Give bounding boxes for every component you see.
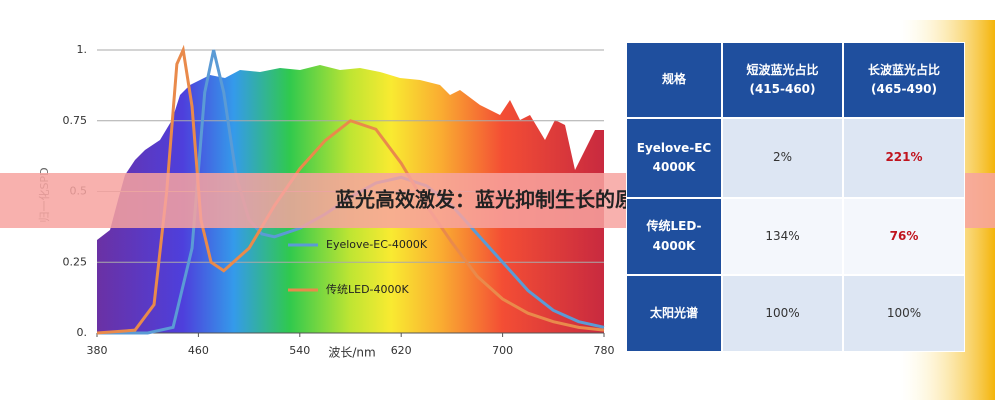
x-tick-label: 460 [188, 344, 209, 357]
y-tick-label: 1. [77, 43, 88, 56]
table: 规格 短波蓝光占比 (415-460) 长波蓝光占比 (465-490) Eyelove-… [626, 42, 965, 352]
y-tick-label: 0.75 [63, 114, 88, 127]
cell-text: 134% [765, 228, 800, 243]
header-text: 规格 [661, 72, 686, 87]
x-axis-label: 波长/nm [328, 346, 375, 360]
cell-text: 221% [885, 150, 923, 165]
cell-text: 太阳光谱 [649, 305, 698, 320]
table-cell: 134% [722, 198, 843, 275]
banner-title: 蓝光高效激发：蓝光抑制生长的原因 [335, 188, 655, 212]
header-text: 短波蓝光占比 [746, 62, 819, 77]
y-tick-label: 0.25 [63, 255, 88, 268]
header-cell: 长波蓝光占比 (465-490) [843, 42, 965, 118]
cell-text: 76% [889, 228, 919, 243]
header-text: 长波蓝光占比 [867, 62, 940, 77]
x-tick-label: 700 [492, 344, 513, 357]
table-cell: 100% [722, 275, 843, 352]
table-cell: 100% [843, 275, 965, 352]
cell-text: 2% [772, 150, 793, 165]
cell-text: 传统LED-4000K [646, 219, 702, 253]
row-header-cell: 传统LED-4000K [626, 198, 722, 275]
cell-text: 100% [765, 305, 800, 320]
legend-label: 传统LED-4000K [326, 283, 410, 296]
header-cell: 短波蓝光占比 (415-460) [722, 42, 843, 118]
table-cell: 221% [843, 118, 965, 198]
header-text: (415-460) [749, 82, 816, 96]
x-tick-label: 540 [289, 344, 310, 357]
series-line [96, 44, 605, 335]
cell-text: Eyelove-EC 4000K [636, 140, 712, 174]
x-tick-label: 620 [391, 344, 412, 357]
x-tick-label: 380 [87, 344, 108, 357]
row-header-cell: Eyelove-EC 4000K [626, 118, 722, 198]
header-cell: 规格 [626, 42, 722, 118]
table-cell: 76% [843, 198, 965, 275]
y-tick-label: 0. [77, 326, 88, 339]
header-text: (465-490) [870, 82, 938, 96]
row-header-cell: 太阳光谱 [626, 275, 722, 352]
cell-text: 100% [886, 305, 922, 320]
table-cell: 2% [722, 118, 843, 198]
x-tick-label: 780 [594, 344, 615, 357]
legend-label: Eyelove-EC-4000K [326, 238, 428, 251]
